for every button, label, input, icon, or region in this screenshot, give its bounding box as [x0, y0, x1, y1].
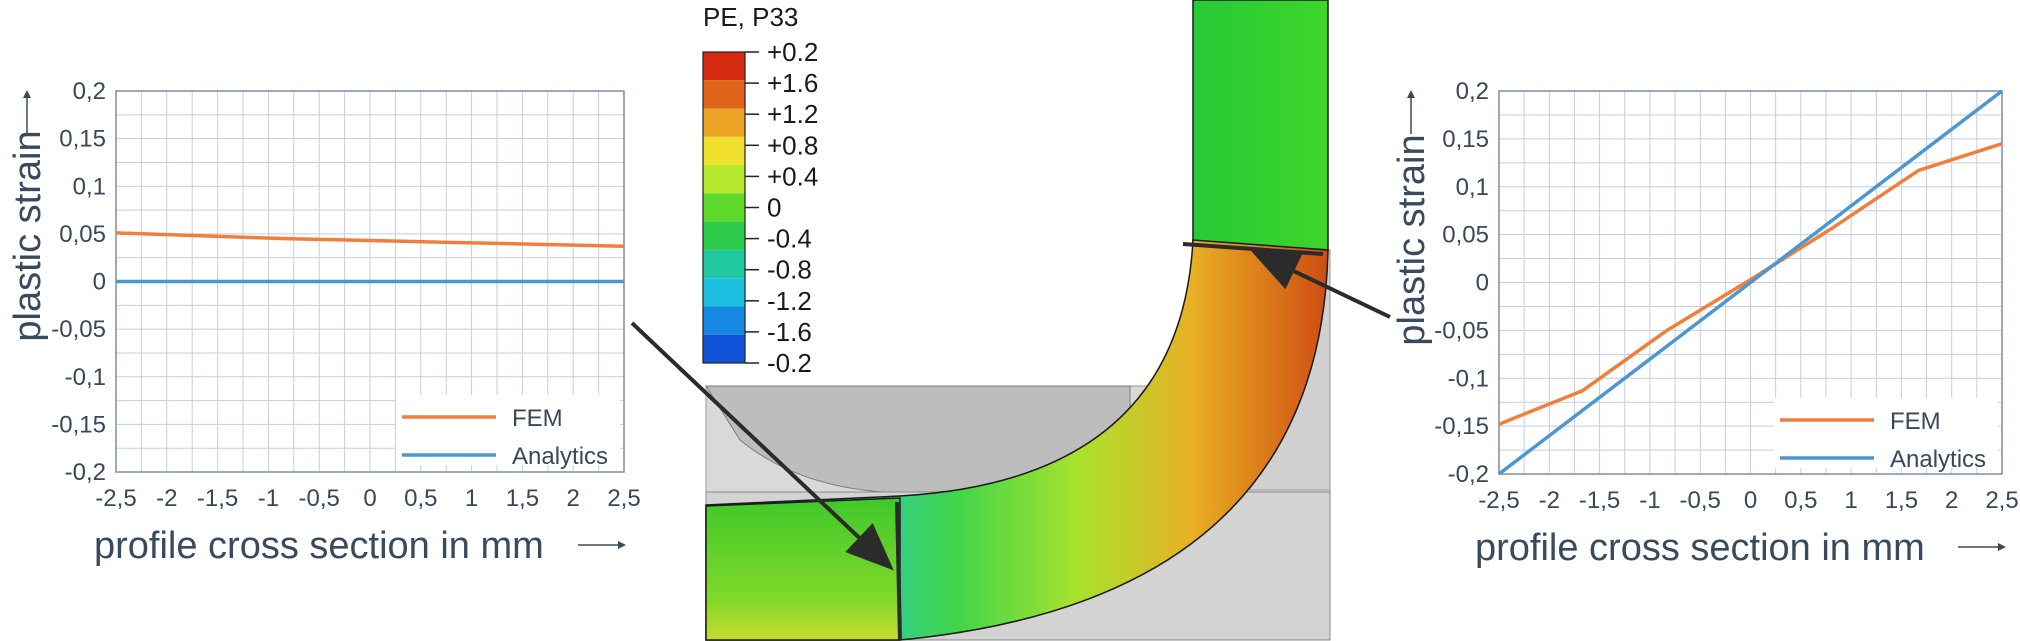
y-tick-label: -0,05	[1434, 317, 1489, 344]
y-tick-label: 0	[1476, 270, 1489, 297]
x-axis-arrowhead	[618, 541, 626, 549]
contour-legend-label: +0.2	[767, 37, 818, 67]
contour-legend-label: -0.8	[767, 255, 812, 285]
y-tick-label: -0,05	[51, 316, 106, 343]
contour-legend-band	[703, 334, 745, 363]
x-tick-label: -1,5	[1579, 487, 1620, 514]
x-tick-label: 0	[1744, 487, 1757, 514]
contour-legend-band	[703, 249, 745, 279]
x-tick-label: -2	[1539, 487, 1560, 514]
y-axis-arrowhead	[1407, 90, 1415, 98]
right-chart: FEM Analytics -2,5 -2 -1,5 -1 -0,5 0 0,5 1 1,5 2 2,5…	[1391, 78, 2019, 569]
legend-label-fem: FEM	[512, 405, 563, 432]
legend-label-fem: FEM	[1890, 408, 1941, 435]
strip-vertical-leg	[1192, 0, 1329, 251]
y-tick-label: -0,2	[65, 459, 106, 486]
contour-legend-label: -0.2	[767, 348, 812, 378]
x-tick-label: -2	[156, 485, 177, 512]
x-tick-label: -2,5	[1478, 487, 1519, 514]
contour-legend-label: +1.6	[767, 68, 818, 98]
contour-legend-label: +1.2	[767, 99, 818, 129]
x-axis-label: profile cross section in mm	[94, 525, 544, 567]
y-tick-label: -0,15	[51, 411, 106, 438]
contour-legend-band	[703, 306, 745, 335]
contour-legend-label: +0.4	[767, 161, 818, 191]
y-tick-label: 0,15	[59, 126, 106, 153]
x-tick-label: 2	[1945, 487, 1958, 514]
contour-legend-band	[703, 80, 745, 109]
legend-label-analytics: Analytics	[1890, 446, 1986, 473]
x-tick-label: 2	[567, 485, 580, 512]
x-tick-label: 1,5	[1885, 487, 1918, 514]
contour-legend-band	[703, 52, 745, 81]
left-chart: FEM Analytics -2,5 -2 -1,5 -1 -0,5 0 0,5 1 1,5 2 2,5…	[7, 78, 641, 567]
y-tick-label: 0	[93, 269, 106, 296]
legend-label-analytics: Analytics	[512, 443, 608, 470]
x-tick-label: 0,5	[404, 485, 437, 512]
contour-legend-label: -1.6	[767, 317, 812, 347]
x-tick-label: 2,5	[1985, 487, 2018, 514]
x-tick-label: 0	[363, 485, 376, 512]
y-axis-label: plastic strain	[1391, 134, 1433, 345]
x-tick-label: 1	[1844, 487, 1857, 514]
x-tick-label: -2,5	[95, 485, 136, 512]
y-tick-label: 0,15	[1442, 126, 1489, 153]
contour-legend-band	[703, 193, 745, 222]
x-tick-label: 1	[465, 485, 478, 512]
y-axis-arrowhead	[23, 90, 31, 98]
y-tick-label: 0,1	[1456, 174, 1489, 201]
x-axis-label: profile cross section in mm	[1475, 527, 1925, 569]
pointer-arrow-left	[630, 321, 894, 571]
y-tick-label: 0,05	[59, 221, 106, 248]
y-tick-label: -0,15	[1434, 413, 1489, 440]
x-tick-label: 2,5	[607, 485, 640, 512]
x-tick-label: 0,5	[1784, 487, 1817, 514]
contour-legend-title: PE, P33	[703, 2, 798, 32]
contour-legend-band	[703, 108, 745, 137]
x-tick-label: -0,5	[299, 485, 340, 512]
x-axis-arrowhead	[1998, 543, 2006, 551]
pointer-arrow-right	[1250, 250, 1391, 319]
section-line-vertical	[895, 501, 902, 641]
y-axis-label: plastic strain	[7, 130, 49, 341]
y-tick-label: 0,2	[1456, 78, 1489, 105]
contour-legend-band	[703, 136, 745, 166]
contour-legend-band	[703, 278, 745, 307]
x-tick-label: -0,5	[1680, 487, 1721, 514]
y-tick-label: 0,05	[1442, 222, 1489, 249]
x-tick-label: -1	[1639, 487, 1660, 514]
contour-legend-label: -1.2	[767, 286, 812, 316]
y-tick-label: -0,1	[65, 364, 106, 391]
series-line-fem	[1498, 141, 2003, 426]
contour-legend-band	[703, 221, 745, 250]
y-tick-label: -0,1	[1448, 365, 1489, 392]
series-line-analytics	[1497, 89, 2004, 476]
x-tick-label: 1,5	[506, 485, 539, 512]
x-tick-label: -1	[258, 485, 279, 512]
plot-frame	[1498, 90, 2003, 475]
contour-legend-label: +0.8	[767, 130, 818, 160]
contour-legend-label: -0.4	[767, 224, 812, 254]
x-tick-label: -1,5	[197, 485, 238, 512]
strip-horizontal-leg	[705, 497, 901, 641]
y-tick-label: -0,2	[1448, 461, 1489, 488]
contour-legend-label: 0	[767, 193, 781, 223]
contour-legend: PE, P33 +0.2+1.6+1.2+0.8+0.40-0.4-0.8-1.…	[702, 2, 818, 378]
y-tick-label: 0,1	[73, 173, 106, 200]
y-tick-label: 0,2	[73, 78, 106, 105]
contour-legend-band	[703, 165, 745, 194]
series-line-fem	[115, 231, 625, 249]
